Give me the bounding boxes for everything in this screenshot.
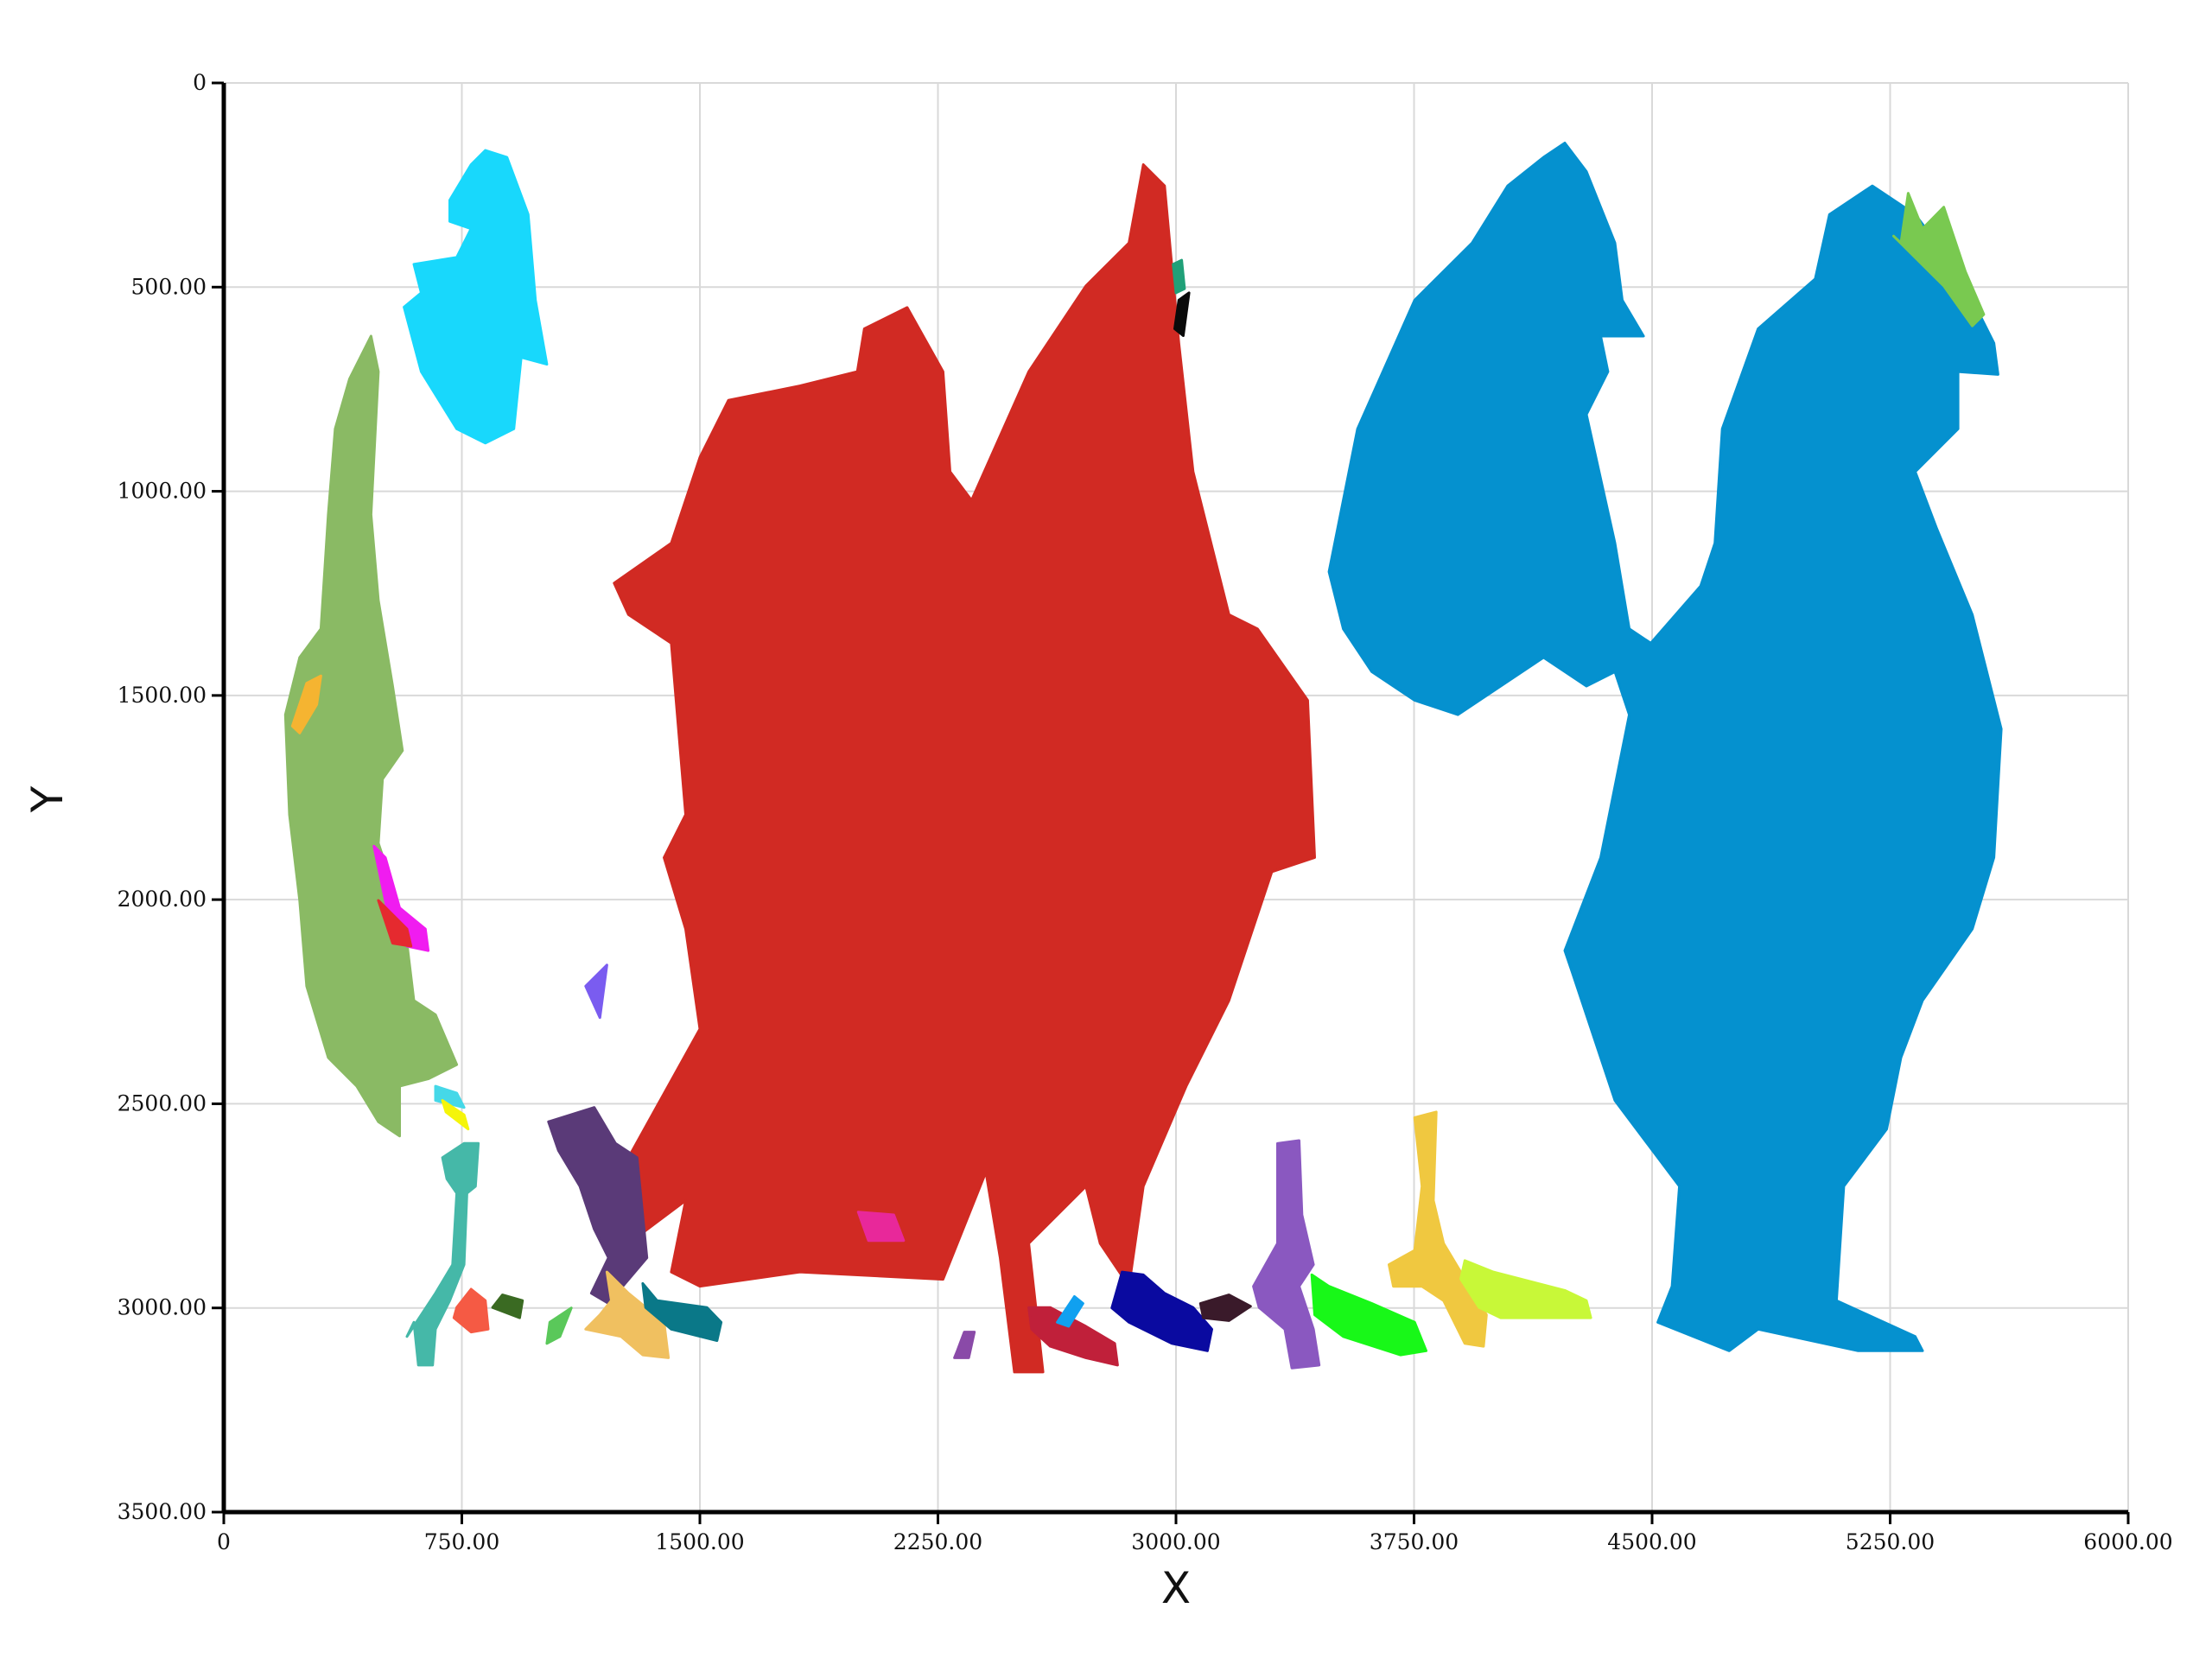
y-tick-label: 2000.00 [118, 887, 207, 912]
cluster-11 [405, 1141, 480, 1367]
cluster-17 [641, 1281, 723, 1342]
clusters [283, 142, 2003, 1374]
x-tick-label: 1500.00 [655, 1529, 744, 1554]
x-tick-label: 4500.00 [1607, 1529, 1696, 1554]
cluster-18 [856, 1211, 906, 1243]
x-tick-label: 5250.00 [1846, 1529, 1935, 1554]
y-axis-title: Y [22, 785, 73, 813]
cluster-3 [1327, 142, 2003, 1352]
y-tick-label: 0 [193, 70, 207, 95]
cluster-5 [290, 674, 322, 734]
y-tick-label: 3000.00 [118, 1295, 207, 1320]
cluster-24 [1173, 291, 1191, 337]
cluster-1 [403, 149, 549, 445]
cluster-19 [953, 1331, 976, 1359]
cluster-26 [1252, 1139, 1321, 1370]
cluster-25 [1172, 258, 1186, 295]
y-tick-label: 1500.00 [118, 683, 207, 708]
x-tick-label: 3000.00 [1131, 1529, 1220, 1554]
cluster-15 [547, 1106, 649, 1309]
y-tick-label: 500.00 [131, 274, 207, 299]
x-tick-label: 6000.00 [2083, 1529, 2172, 1554]
cluster-0 [283, 334, 459, 1138]
cluster-7 [377, 899, 413, 948]
cluster-13 [491, 1294, 524, 1319]
cluster-4 [1892, 192, 1986, 327]
x-tick-label: 0 [217, 1529, 231, 1554]
x-axis-title: X [1161, 1563, 1191, 1613]
y-tick-label: 2500.00 [118, 1090, 207, 1116]
cluster-23 [1198, 1294, 1252, 1322]
cluster-12 [452, 1287, 490, 1334]
x-tick-label: 3750.00 [1370, 1529, 1459, 1554]
y-tick-label: 3500.00 [118, 1499, 207, 1524]
cluster-21 [1056, 1295, 1084, 1328]
cluster-14 [545, 1306, 573, 1345]
cluster-28 [1388, 1110, 1488, 1348]
axes: 0 750.00 1500.00 2250.00 3000.00 3750.00 4500.… [118, 70, 2173, 1554]
cluster-22 [1110, 1270, 1213, 1352]
y-tick-label: 1000.00 [118, 479, 207, 504]
cluster-8 [584, 963, 608, 1020]
x-tick-label: 750.00 [424, 1529, 499, 1554]
x-tick-label: 2250.00 [893, 1529, 982, 1554]
cluster-29 [1459, 1259, 1592, 1319]
cluster-2 [613, 163, 1316, 1374]
cluster-27 [1310, 1273, 1427, 1357]
cluster-10 [441, 1099, 470, 1131]
